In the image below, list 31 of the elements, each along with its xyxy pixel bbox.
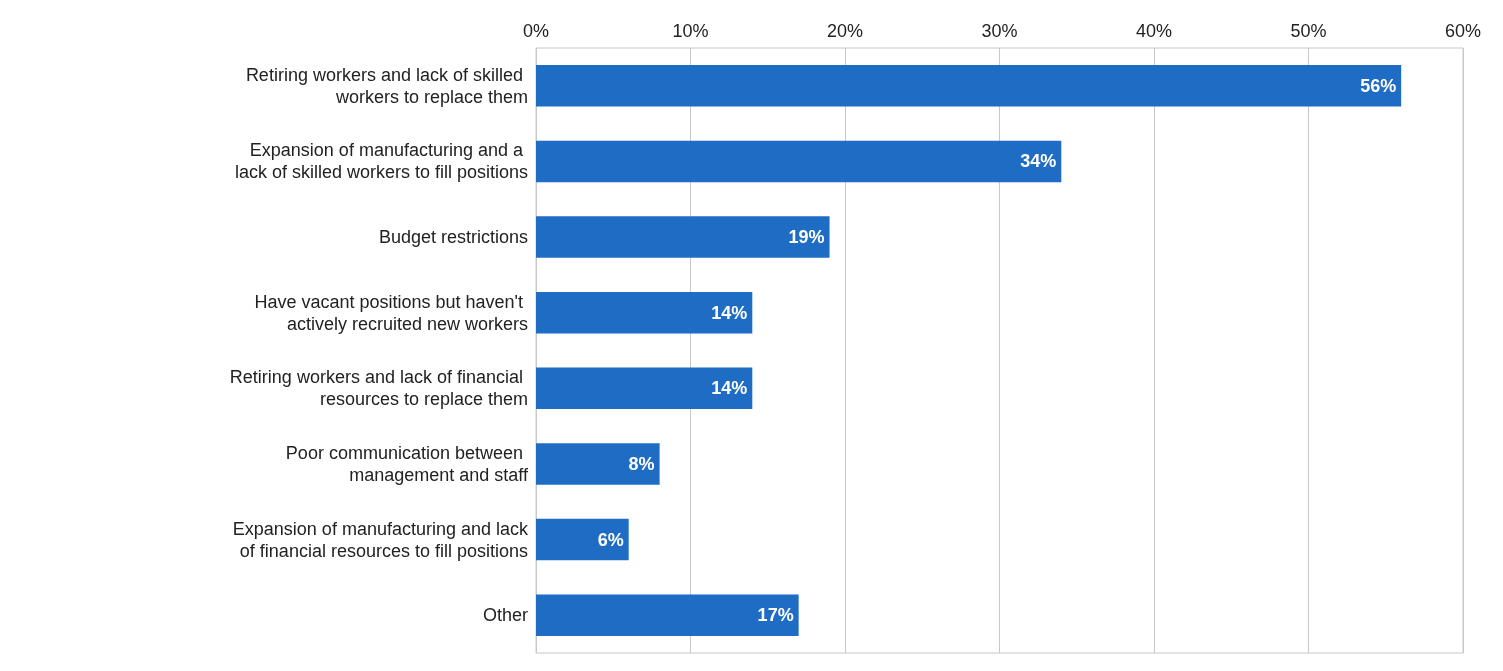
bar	[536, 367, 753, 410]
data-label: 19%	[788, 227, 825, 248]
data-label: 17%	[757, 605, 794, 626]
bar	[536, 216, 830, 258]
data-label: 8%	[628, 453, 655, 474]
y-tick-label: Poor communication between management and staff	[285, 442, 529, 485]
y-tick-label: Retiring workers and lack of financial resources to replace them	[229, 367, 528, 410]
data-label: 56%	[1360, 75, 1397, 96]
x-tick-label: 0%	[522, 21, 550, 41]
x-tick-label: 60%	[1444, 21, 1482, 41]
data-label: 14%	[711, 302, 748, 323]
y-tick-label: Expansion of manufacturing and lack of financial resources to fill positions	[232, 518, 529, 561]
x-tick-label: 40%	[1135, 21, 1173, 41]
y-tick-label: Retiring workers and lack of skilled workers to replace them	[245, 64, 528, 107]
bar	[536, 518, 629, 561]
y-tick-label: Other	[482, 605, 528, 626]
y-tick-label: Expansion of manufacturing and a lack of skilled workers to fill positions	[234, 140, 528, 183]
y-tick-label: Budget restrictions	[378, 227, 528, 248]
data-label: 14%	[711, 378, 748, 399]
bar	[536, 594, 799, 636]
bar	[536, 291, 753, 334]
x-tick-label: 20%	[826, 21, 864, 41]
bar	[536, 65, 1402, 107]
bar	[536, 443, 660, 485]
x-tick-label: 50%	[1290, 21, 1327, 41]
x-tick-label: 10%	[672, 21, 709, 41]
data-label: 34%	[1020, 151, 1057, 172]
y-tick-label: Have vacant positions but haven't actively recruited new workers	[254, 291, 528, 334]
data-label: 6%	[597, 529, 624, 550]
x-tick-label: 30%	[981, 21, 1018, 41]
bar	[536, 140, 1062, 183]
